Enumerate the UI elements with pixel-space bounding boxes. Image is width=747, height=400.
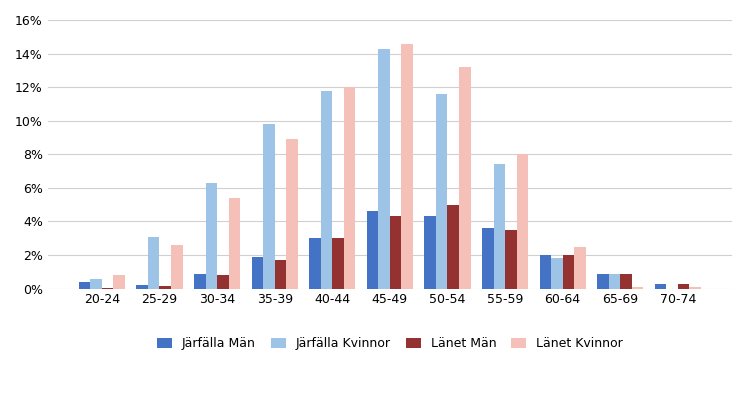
- Legend: Järfälla Män, Järfälla Kvinnor, Länet Män, Länet Kvinnor: Järfälla Män, Järfälla Kvinnor, Länet Mä…: [152, 332, 628, 356]
- Bar: [424, 216, 436, 289]
- Bar: [459, 67, 471, 289]
- Bar: [655, 284, 666, 289]
- Bar: [229, 198, 240, 289]
- Bar: [401, 44, 413, 289]
- Bar: [551, 258, 562, 289]
- Bar: [378, 48, 390, 289]
- Bar: [632, 287, 643, 289]
- Bar: [252, 257, 263, 289]
- Bar: [390, 216, 401, 289]
- Bar: [609, 274, 620, 289]
- Bar: [620, 274, 632, 289]
- Bar: [79, 282, 90, 289]
- Bar: [286, 139, 298, 289]
- Bar: [562, 255, 574, 289]
- Bar: [436, 94, 447, 289]
- Bar: [205, 183, 217, 289]
- Bar: [597, 274, 609, 289]
- Bar: [217, 275, 229, 289]
- Bar: [344, 87, 356, 289]
- Bar: [90, 278, 102, 289]
- Bar: [194, 274, 205, 289]
- Bar: [159, 286, 171, 289]
- Bar: [482, 228, 494, 289]
- Bar: [309, 238, 320, 289]
- Bar: [137, 285, 148, 289]
- Bar: [332, 238, 344, 289]
- Bar: [517, 154, 528, 289]
- Bar: [574, 247, 586, 289]
- Bar: [320, 90, 332, 289]
- Bar: [505, 230, 517, 289]
- Bar: [263, 124, 275, 289]
- Bar: [689, 287, 701, 289]
- Bar: [275, 260, 286, 289]
- Bar: [171, 245, 182, 289]
- Bar: [114, 275, 125, 289]
- Bar: [678, 284, 689, 289]
- Bar: [447, 205, 459, 289]
- Bar: [148, 236, 159, 289]
- Bar: [539, 255, 551, 289]
- Bar: [494, 164, 505, 289]
- Bar: [367, 211, 378, 289]
- Bar: [102, 288, 114, 289]
